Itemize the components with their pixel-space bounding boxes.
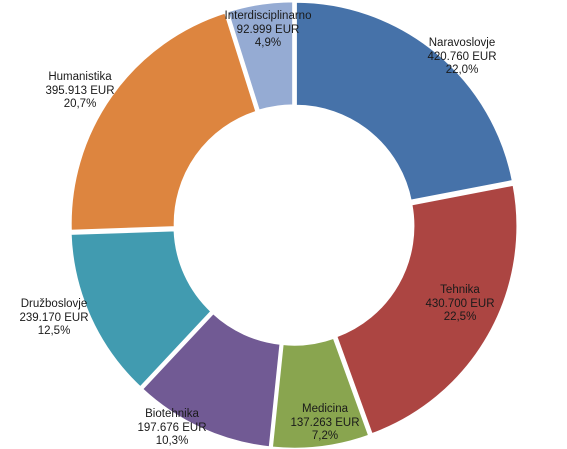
slice-družboslovje: [68, 228, 215, 391]
slice-naravoslovje: [293, 0, 516, 203]
slice-humanistika: [68, 10, 259, 233]
slice-interdisciplinarno: [225, 0, 296, 114]
slice-biotehnika: [139, 310, 283, 449]
slice-tehnika: [333, 182, 520, 437]
